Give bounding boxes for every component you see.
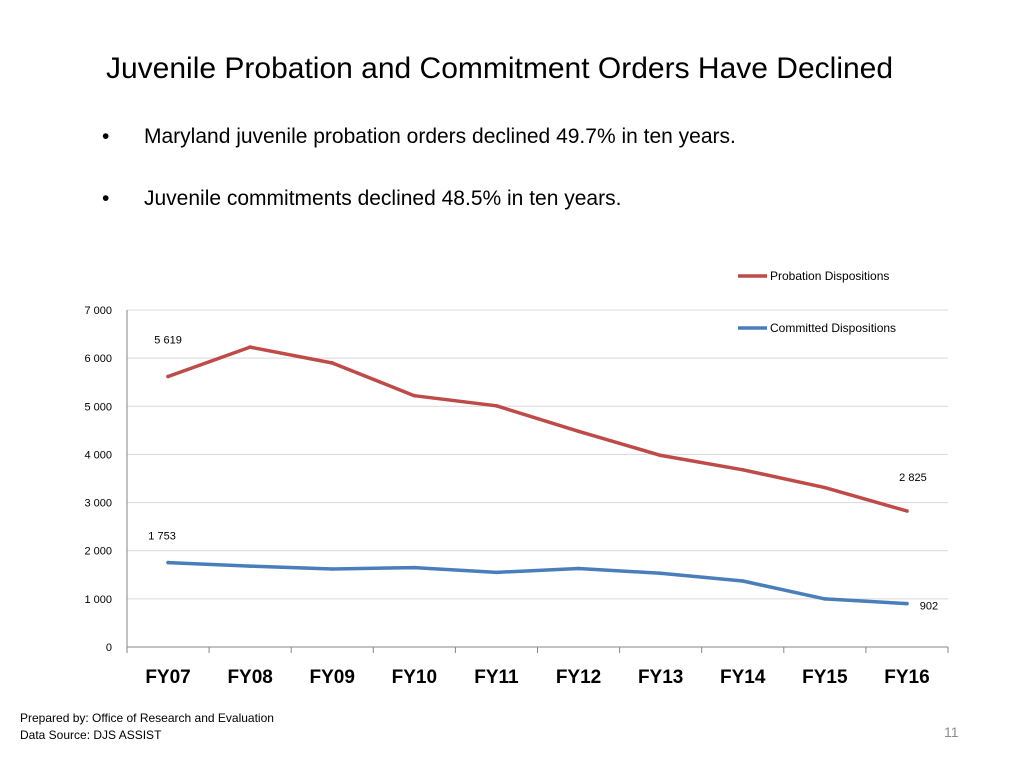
- y-tick-label: 0: [106, 642, 112, 654]
- series-point: [576, 566, 581, 571]
- series-point: [576, 429, 581, 434]
- series-point: [740, 468, 745, 472]
- x-tick-label: FY07: [145, 667, 190, 688]
- y-tick-label: 7 000: [84, 305, 112, 317]
- series-point: [330, 567, 335, 571]
- footer-data-source: Data Source: DJS ASSIST: [20, 728, 162, 742]
- slide-title: Juvenile Probation and Commitment Orders…: [106, 52, 894, 85]
- series-point: [658, 571, 663, 576]
- data-label: 5 619: [154, 334, 182, 346]
- y-tick-label: 4 000: [84, 449, 112, 461]
- series-point: [823, 485, 827, 490]
- series-point: [905, 601, 909, 606]
- series-point: [330, 361, 335, 365]
- series-point: [248, 564, 252, 568]
- bullet-dot: •: [102, 125, 110, 148]
- bullet-list: • Maryland juvenile probation orders dec…: [100, 118, 736, 242]
- x-tick-label: FY13: [638, 667, 683, 688]
- bullet-dot: •: [102, 187, 110, 210]
- series-line: [166, 345, 909, 513]
- series-point: [166, 374, 170, 379]
- series-point: [412, 393, 417, 398]
- data-label: 1 753: [148, 531, 176, 543]
- data-label: 902: [920, 601, 938, 613]
- series-line: [166, 560, 909, 606]
- bullet-item: • Juvenile commitments declined 48.5% in…: [100, 180, 736, 242]
- bullet-text: Maryland juvenile probation orders decli…: [144, 125, 736, 148]
- series-point: [494, 404, 499, 408]
- series-point: [248, 345, 252, 349]
- bullet-text: Juvenile commitments declined 48.5% in t…: [144, 187, 622, 210]
- x-tick-label: FY08: [227, 667, 272, 688]
- bullet-item: • Maryland juvenile probation orders dec…: [100, 118, 736, 180]
- legend-label: Probation Dispositions: [770, 269, 889, 283]
- series-point: [905, 509, 909, 513]
- x-tick-label: FY14: [720, 667, 766, 688]
- x-tick-label: FY15: [802, 667, 848, 688]
- y-tick-label: 5 000: [84, 401, 112, 413]
- y-tick-label: 3 000: [84, 498, 112, 510]
- data-label: 2 825: [899, 472, 927, 484]
- series-point: [494, 570, 499, 575]
- x-tick-label: FY10: [392, 667, 437, 688]
- series-point: [740, 579, 745, 583]
- x-tick-label: FY12: [556, 667, 601, 688]
- y-tick-label: 6 000: [84, 353, 112, 365]
- footer-prepared-by: Prepared by: Office of Research and Eval…: [20, 711, 274, 725]
- series-point: [658, 453, 663, 458]
- series-point: [412, 565, 417, 570]
- x-tick-label: FY11: [474, 667, 519, 688]
- series-point: [166, 560, 170, 565]
- y-tick-label: 1 000: [84, 594, 112, 606]
- y-tick-label: 2 000: [84, 546, 112, 558]
- series-point: [823, 597, 827, 601]
- x-tick-label: FY09: [310, 667, 355, 688]
- footer: Prepared by: Office of Research and Eval…: [20, 710, 274, 744]
- legend-label: Committed Dispositions: [770, 321, 896, 335]
- page-number: 11: [944, 724, 959, 740]
- x-tick-label: FY16: [884, 667, 929, 688]
